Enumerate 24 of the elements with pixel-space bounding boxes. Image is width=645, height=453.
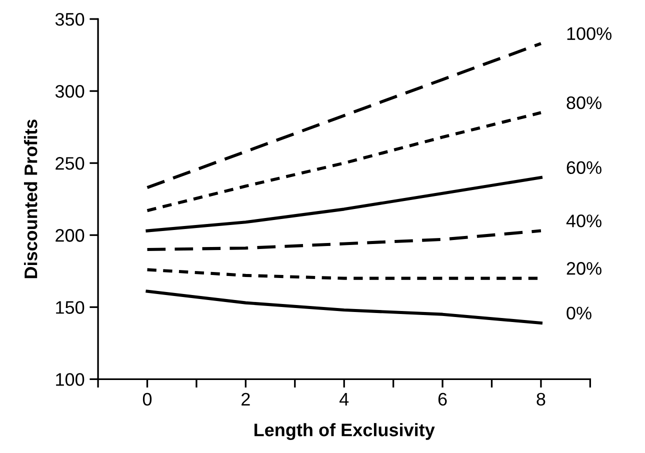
line-series	[146, 42, 542, 190]
x-axis-title: Length of Exclusivity	[254, 423, 435, 440]
x-tick-label: 0	[142, 392, 152, 406]
series-label: 20%	[566, 262, 602, 275]
x-tick-label: 2	[242, 392, 250, 406]
y-tick-label: 150	[56, 301, 84, 314]
line-series	[146, 176, 542, 232]
x-tick-label: 6	[438, 392, 447, 406]
line-series	[146, 111, 542, 212]
series-label: 0%	[566, 306, 592, 320]
y-tick-label: 300	[55, 84, 84, 98]
y-tick-label: 200	[56, 229, 84, 242]
x-tick-label: 8	[536, 392, 546, 406]
y-axis-title: Discounted Profits	[24, 120, 38, 278]
line-series	[146, 229, 542, 252]
series-label: 100%	[567, 27, 612, 40]
series-label: 60%	[566, 161, 602, 174]
series-label: 40%	[566, 214, 602, 228]
y-tick-label: 100	[56, 373, 84, 386]
line-series	[146, 290, 542, 325]
y-tick-label: 250	[56, 157, 84, 170]
x-tick-label: 4	[340, 393, 349, 406]
series-label: 80%	[566, 96, 602, 110]
y-tick-label: 350	[55, 12, 84, 26]
